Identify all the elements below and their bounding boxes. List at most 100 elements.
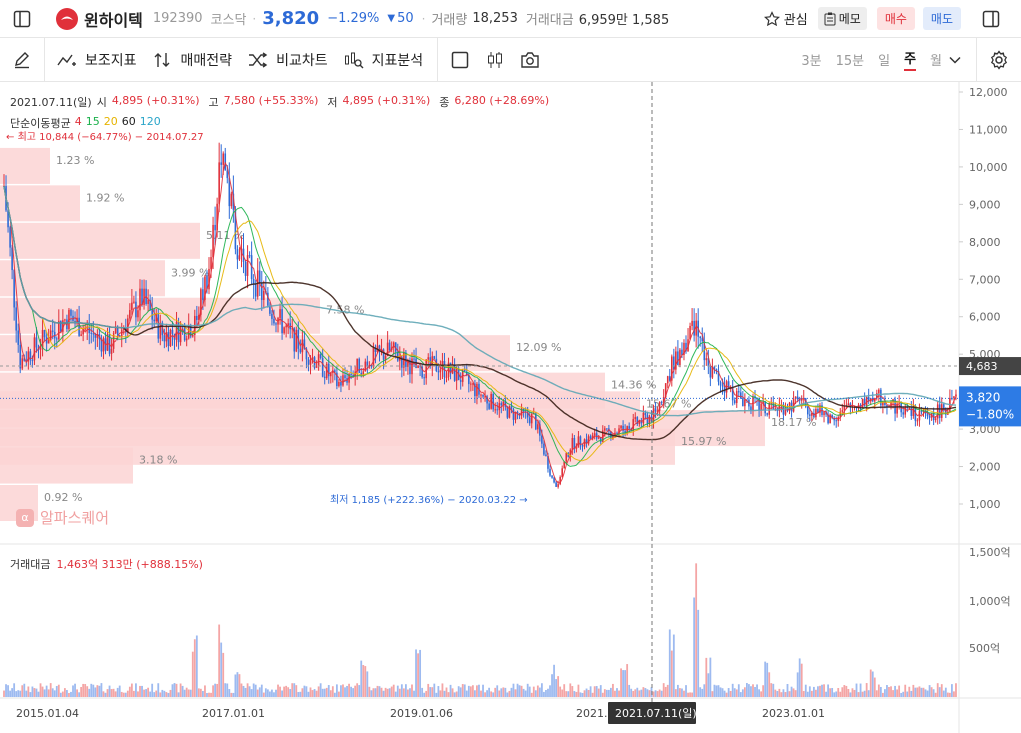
strategy-menu[interactable]: 매매전략 xyxy=(153,50,232,70)
volume-bar xyxy=(459,687,462,697)
change-amount: 50 xyxy=(397,11,414,26)
candle-body xyxy=(547,455,549,469)
volume-bar xyxy=(638,690,641,697)
price-tick-label: 10,000 xyxy=(969,161,1008,174)
candle-body xyxy=(92,333,95,335)
draw-tool[interactable] xyxy=(0,38,44,82)
price-tick-label: 12,000 xyxy=(969,86,1008,99)
candle-body xyxy=(618,428,620,434)
left-panel-toggle[interactable] xyxy=(0,0,44,38)
candle-body xyxy=(742,398,744,407)
candle-body xyxy=(514,412,517,420)
volume-bar xyxy=(812,686,815,697)
volume-bar xyxy=(204,685,206,697)
candle-body xyxy=(474,383,476,397)
candle-body xyxy=(482,394,484,397)
chart-style-toggle[interactable] xyxy=(438,38,482,82)
period-month[interactable]: 월 xyxy=(930,54,942,69)
candle-body xyxy=(841,410,844,412)
candle-body xyxy=(232,193,235,210)
volume-bar xyxy=(289,689,292,697)
candle-body xyxy=(516,412,519,414)
volume-bar xyxy=(847,688,850,697)
candle-body xyxy=(35,337,38,348)
volume-bar xyxy=(157,683,160,697)
candle-body xyxy=(198,314,200,320)
candle-body xyxy=(827,414,829,424)
volume-bar xyxy=(532,686,535,697)
candle-body xyxy=(679,349,681,365)
candle-body xyxy=(380,349,383,352)
volume-bar xyxy=(303,685,306,697)
volume-bar xyxy=(224,683,227,697)
candle-body xyxy=(191,334,194,337)
volume-bar xyxy=(819,685,821,697)
candle-body xyxy=(329,372,332,377)
candle-body xyxy=(831,414,833,418)
candle-body xyxy=(835,420,838,422)
volume-bar xyxy=(739,692,742,697)
period-week[interactable]: 주 xyxy=(904,48,917,71)
candle-body xyxy=(543,443,545,455)
volume-bar xyxy=(626,664,629,697)
volume-bar xyxy=(902,691,905,697)
volume-bar xyxy=(431,687,434,697)
volume-bar xyxy=(841,687,844,697)
period-day[interactable]: 일 xyxy=(878,54,891,69)
settings-button[interactable] xyxy=(977,38,1021,82)
candle-body xyxy=(526,411,529,418)
volume-bar xyxy=(457,686,460,697)
candle-body xyxy=(662,397,665,403)
volume-bar xyxy=(788,691,791,697)
right-panel-toggle[interactable] xyxy=(961,0,1021,38)
ma-legend[interactable]: 단순이동평균 4 15 20 60 120 xyxy=(10,115,161,131)
candle-type-button[interactable] xyxy=(482,38,508,82)
volume-bar xyxy=(607,689,610,697)
volume-bar xyxy=(350,686,352,697)
buy-button[interactable]: 매수 xyxy=(876,7,915,30)
candle-body xyxy=(453,364,456,381)
volume-bar xyxy=(252,683,255,697)
candle-body xyxy=(70,309,72,316)
watch-button[interactable]: 관심 xyxy=(763,9,808,28)
price-tick-label: 1,000 xyxy=(969,498,1001,511)
volume-bar xyxy=(496,685,499,697)
screenshot-button[interactable] xyxy=(508,38,552,82)
compare-menu[interactable]: 비교차트 xyxy=(248,50,328,70)
candle-body xyxy=(486,396,488,404)
candle-body xyxy=(143,288,145,305)
memo-button[interactable]: 메모 xyxy=(817,7,867,30)
analysis-menu[interactable]: 지표분석 xyxy=(344,50,423,70)
volume-bar xyxy=(622,670,624,697)
sell-button[interactable]: 매도 xyxy=(922,7,961,30)
candle-body xyxy=(340,381,342,386)
indicator-menu[interactable]: 보조지표 xyxy=(57,50,137,70)
volume-bar xyxy=(802,691,805,697)
candle-body xyxy=(23,358,26,361)
volume-bar xyxy=(695,563,698,697)
period-15min[interactable]: 15분 xyxy=(835,54,865,69)
price-chart[interactable]: 1.23 %1.92 %5.11 %3.99 %7.58 %12.09 %14.… xyxy=(0,82,1021,733)
candle-body xyxy=(884,401,886,406)
volume-profile-label: 12.09 % xyxy=(516,341,561,354)
candle-body xyxy=(29,351,32,361)
volume-bar xyxy=(628,684,631,697)
candle-body xyxy=(216,203,218,231)
candle-body xyxy=(459,380,462,382)
candle-body xyxy=(468,374,470,385)
candle-body xyxy=(604,428,606,431)
time-tick-label: 2017.01.01 xyxy=(202,707,265,720)
volume-bar xyxy=(865,683,868,697)
candle-body xyxy=(934,418,937,421)
period-more[interactable] xyxy=(942,38,968,82)
candle-body xyxy=(39,347,42,350)
volume-bar xyxy=(455,691,458,697)
period-3min[interactable]: 3분 xyxy=(801,54,822,69)
stock-name[interactable]: 윈하이텍 xyxy=(84,10,143,30)
candle-body xyxy=(494,409,497,411)
volume-profile-label: 1.23 % xyxy=(56,154,94,167)
volume-bar xyxy=(871,671,874,697)
volume-bar xyxy=(240,683,243,697)
candle-body xyxy=(904,406,907,415)
volume-bar xyxy=(549,685,551,697)
